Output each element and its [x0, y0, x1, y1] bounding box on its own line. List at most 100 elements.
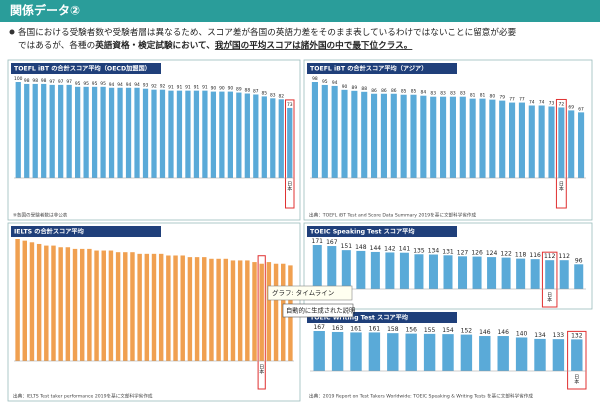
value-label: 161 [369, 325, 381, 332]
highlight-box [555, 98, 567, 209]
value-label: 67 [578, 106, 584, 112]
value-label: 116 [529, 252, 541, 259]
bar [144, 253, 150, 361]
bar [571, 339, 583, 371]
bar [400, 94, 407, 178]
bar [91, 86, 98, 178]
value-label: 73 [287, 102, 293, 108]
tooltip-title: グラフ: タイムライン [272, 288, 334, 297]
bar [44, 245, 49, 361]
value-label: 98 [24, 78, 30, 84]
category-label: 日本 [558, 181, 564, 192]
value-label: 92 [151, 84, 157, 90]
bar [538, 105, 545, 178]
bar [227, 91, 233, 178]
chart: TOEFL iBT の合計スコア平均（アジア） 出典：TOEFL iBT Test… [303, 59, 593, 221]
chart-title-bg [307, 226, 457, 237]
bar [100, 86, 106, 178]
chart: TOEFL iBT の合計スコア平均（OECD加盟国） ※各国の受験者数は非公表 1… [7, 59, 301, 221]
bar [313, 331, 325, 371]
bar [351, 90, 358, 178]
value-label: 74 [539, 100, 545, 106]
bar [168, 90, 174, 178]
value-label: 94 [134, 82, 140, 88]
bar [108, 250, 114, 361]
bar [430, 96, 437, 178]
chart-title-bg [11, 63, 161, 74]
bar [72, 248, 78, 361]
value-label: 83 [440, 91, 446, 97]
bar [515, 337, 528, 371]
value-label: 89 [236, 87, 242, 93]
value-label: 83 [460, 91, 466, 97]
bar [29, 242, 35, 361]
intro: 各国における受験者数や受験者層は異なるため、スコア差が各国の英語力差をそのまま表… [18, 26, 517, 51]
chart-title: TOEIC Writing Test スコア平均 [310, 314, 408, 322]
value-label: 84 [421, 90, 427, 96]
bar [387, 333, 399, 371]
bar [151, 253, 157, 361]
bar [380, 93, 387, 178]
bar [552, 339, 565, 371]
bar [125, 87, 132, 178]
intro-segment: 各国における受験者数や受験者層は異なるため、スコア差が各国の英語力差をそのまま表… [18, 26, 517, 38]
category-label: 日本 [286, 181, 292, 192]
value-label: 97 [49, 79, 55, 85]
bar [79, 248, 85, 361]
value-label: 82 [278, 93, 284, 99]
bar [166, 255, 171, 361]
value-label: 140 [516, 330, 528, 337]
value-label: 134 [534, 332, 546, 339]
bar [390, 93, 397, 178]
chart-title: TOEFL iBT の合計スコア平均（OECD加盟国） [14, 65, 151, 73]
value-label: 86 [391, 88, 397, 94]
value-label: 163 [332, 325, 344, 332]
bar [469, 98, 476, 178]
bar [58, 247, 63, 361]
bar [137, 253, 142, 361]
bar [578, 112, 585, 178]
value-label: 98 [312, 76, 318, 82]
value-label: 83 [430, 91, 436, 97]
value-label: 74 [529, 100, 535, 106]
bar [266, 262, 272, 361]
bar [368, 332, 381, 371]
bar [534, 338, 546, 371]
bar [236, 92, 242, 178]
bar [209, 258, 214, 361]
bar [501, 257, 511, 289]
bar [311, 82, 318, 178]
bar [574, 264, 584, 289]
value-label: 73 [549, 100, 555, 106]
bar [356, 250, 366, 289]
bar [410, 94, 417, 178]
header-bar [0, 0, 600, 22]
bar [428, 254, 438, 289]
chart-title: TOEIC Speaking Test スコア平均 [310, 228, 415, 236]
value-label: 90 [342, 84, 348, 90]
bar [194, 257, 200, 361]
bar [472, 256, 482, 289]
bar [58, 84, 64, 178]
bar [423, 333, 436, 371]
header-title: 関係データ② [10, 3, 80, 18]
value-label: 85 [262, 90, 268, 96]
bar [185, 90, 191, 178]
bar [230, 260, 236, 361]
bar [252, 262, 257, 361]
value-label: 90 [211, 86, 217, 92]
bar [51, 245, 56, 361]
bar [440, 96, 447, 178]
value-label: 94 [332, 80, 338, 86]
bar [568, 110, 575, 178]
value-label: 95 [322, 79, 328, 85]
bar [518, 102, 525, 178]
charts: TOEFL iBT の合計スコア平均（OECD加盟国） ※各国の受験者数は非公表 1… [7, 59, 593, 402]
bar [130, 252, 135, 361]
value-label: 167 [326, 239, 338, 246]
chart-note: 出典：IELTS Test taker performance 2019を基に文… [13, 393, 153, 400]
bar [202, 90, 208, 178]
highlight-box [257, 255, 266, 390]
